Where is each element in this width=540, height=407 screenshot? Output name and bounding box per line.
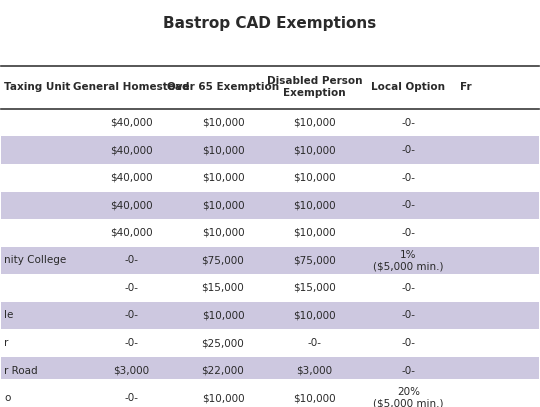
Text: $25,000: $25,000 <box>201 338 245 348</box>
Text: -0-: -0- <box>125 283 139 293</box>
Bar <box>2 247 538 274</box>
Text: $75,000: $75,000 <box>201 256 245 265</box>
Text: Fr: Fr <box>460 82 472 92</box>
Bar <box>2 136 538 164</box>
Text: -0-: -0- <box>401 200 415 210</box>
Text: $75,000: $75,000 <box>293 256 336 265</box>
Bar <box>2 66 538 109</box>
Bar <box>2 274 538 302</box>
Text: $3,000: $3,000 <box>113 365 150 376</box>
Text: $10,000: $10,000 <box>201 311 244 320</box>
Text: -0-: -0- <box>401 228 415 238</box>
Text: $22,000: $22,000 <box>201 365 245 376</box>
Text: -0-: -0- <box>125 393 139 403</box>
Text: nity College: nity College <box>4 256 66 265</box>
Text: -0-: -0- <box>401 283 415 293</box>
Text: -0-: -0- <box>401 118 415 128</box>
Text: Taxing Unit: Taxing Unit <box>4 82 70 92</box>
Bar <box>2 164 538 192</box>
Bar <box>2 384 538 407</box>
Text: $3,000: $3,000 <box>296 365 333 376</box>
Text: $10,000: $10,000 <box>201 393 244 403</box>
Text: $10,000: $10,000 <box>293 393 336 403</box>
Text: $10,000: $10,000 <box>201 200 244 210</box>
Text: $40,000: $40,000 <box>110 118 153 128</box>
Text: 20%
($5,000 min.): 20% ($5,000 min.) <box>373 387 443 407</box>
Text: $10,000: $10,000 <box>201 173 244 183</box>
Bar <box>2 109 538 136</box>
Text: o: o <box>4 393 10 403</box>
Text: $40,000: $40,000 <box>110 173 153 183</box>
Text: $10,000: $10,000 <box>201 228 244 238</box>
Text: -0-: -0- <box>401 338 415 348</box>
Text: $15,000: $15,000 <box>201 283 245 293</box>
Text: -0-: -0- <box>401 145 415 155</box>
Text: -0-: -0- <box>125 256 139 265</box>
Text: Disabled Person
Exemption: Disabled Person Exemption <box>267 77 362 98</box>
Text: $10,000: $10,000 <box>293 173 336 183</box>
Text: -0-: -0- <box>125 311 139 320</box>
Text: Bastrop CAD Exemptions: Bastrop CAD Exemptions <box>164 16 376 31</box>
Text: -0-: -0- <box>401 365 415 376</box>
Bar <box>2 192 538 219</box>
Text: $10,000: $10,000 <box>201 145 244 155</box>
Text: $10,000: $10,000 <box>293 228 336 238</box>
Text: le: le <box>4 311 14 320</box>
Bar <box>2 302 538 329</box>
Text: Local Option: Local Option <box>372 82 446 92</box>
Text: 1%
($5,000 min.): 1% ($5,000 min.) <box>373 249 443 271</box>
Text: -0-: -0- <box>307 338 321 348</box>
Bar <box>2 329 538 357</box>
Text: $15,000: $15,000 <box>293 283 336 293</box>
Text: -0-: -0- <box>401 311 415 320</box>
Bar <box>2 219 538 247</box>
Text: $10,000: $10,000 <box>293 118 336 128</box>
Text: $10,000: $10,000 <box>293 200 336 210</box>
Text: $10,000: $10,000 <box>293 145 336 155</box>
Text: Over 65 Exemption: Over 65 Exemption <box>167 82 279 92</box>
Text: $10,000: $10,000 <box>201 118 244 128</box>
Text: r: r <box>4 338 9 348</box>
Bar <box>2 357 538 384</box>
Text: -0-: -0- <box>125 338 139 348</box>
Text: -0-: -0- <box>401 173 415 183</box>
Text: $40,000: $40,000 <box>110 145 153 155</box>
Text: $40,000: $40,000 <box>110 200 153 210</box>
Text: $40,000: $40,000 <box>110 228 153 238</box>
Text: General Homestead: General Homestead <box>73 82 190 92</box>
Text: r Road: r Road <box>4 365 38 376</box>
Text: $10,000: $10,000 <box>293 311 336 320</box>
